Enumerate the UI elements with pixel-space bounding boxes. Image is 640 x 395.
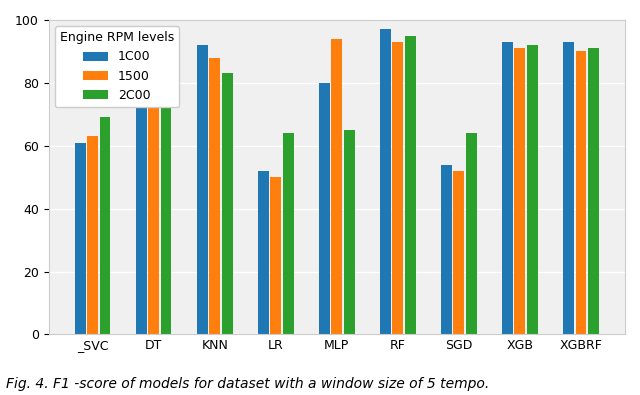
Bar [258, 171, 269, 335]
Bar [270, 177, 281, 335]
Bar [515, 48, 525, 335]
Bar [332, 39, 342, 335]
Bar [404, 36, 415, 335]
Bar [319, 83, 330, 335]
Bar [161, 61, 172, 335]
Bar [441, 165, 452, 335]
Bar [75, 143, 86, 335]
Bar [588, 48, 599, 335]
Bar [454, 171, 465, 335]
Bar [99, 117, 111, 335]
Bar [87, 136, 98, 335]
Bar [221, 73, 232, 335]
Bar [148, 58, 159, 335]
Bar [209, 58, 220, 335]
Bar [392, 42, 403, 335]
Bar [344, 130, 355, 335]
Bar [136, 58, 147, 335]
Text: Fig. 4. F1 -score of models for dataset with a window size of 5 tempo.: Fig. 4. F1 -score of models for dataset … [6, 377, 490, 391]
Bar [502, 42, 513, 335]
Bar [527, 45, 538, 335]
Bar [575, 51, 586, 335]
Bar [197, 45, 208, 335]
Bar [563, 42, 574, 335]
Bar [283, 133, 294, 335]
Bar [466, 133, 477, 335]
Legend: 1C00, 1500, 2C00: 1C00, 1500, 2C00 [55, 26, 179, 107]
Bar [380, 30, 391, 335]
